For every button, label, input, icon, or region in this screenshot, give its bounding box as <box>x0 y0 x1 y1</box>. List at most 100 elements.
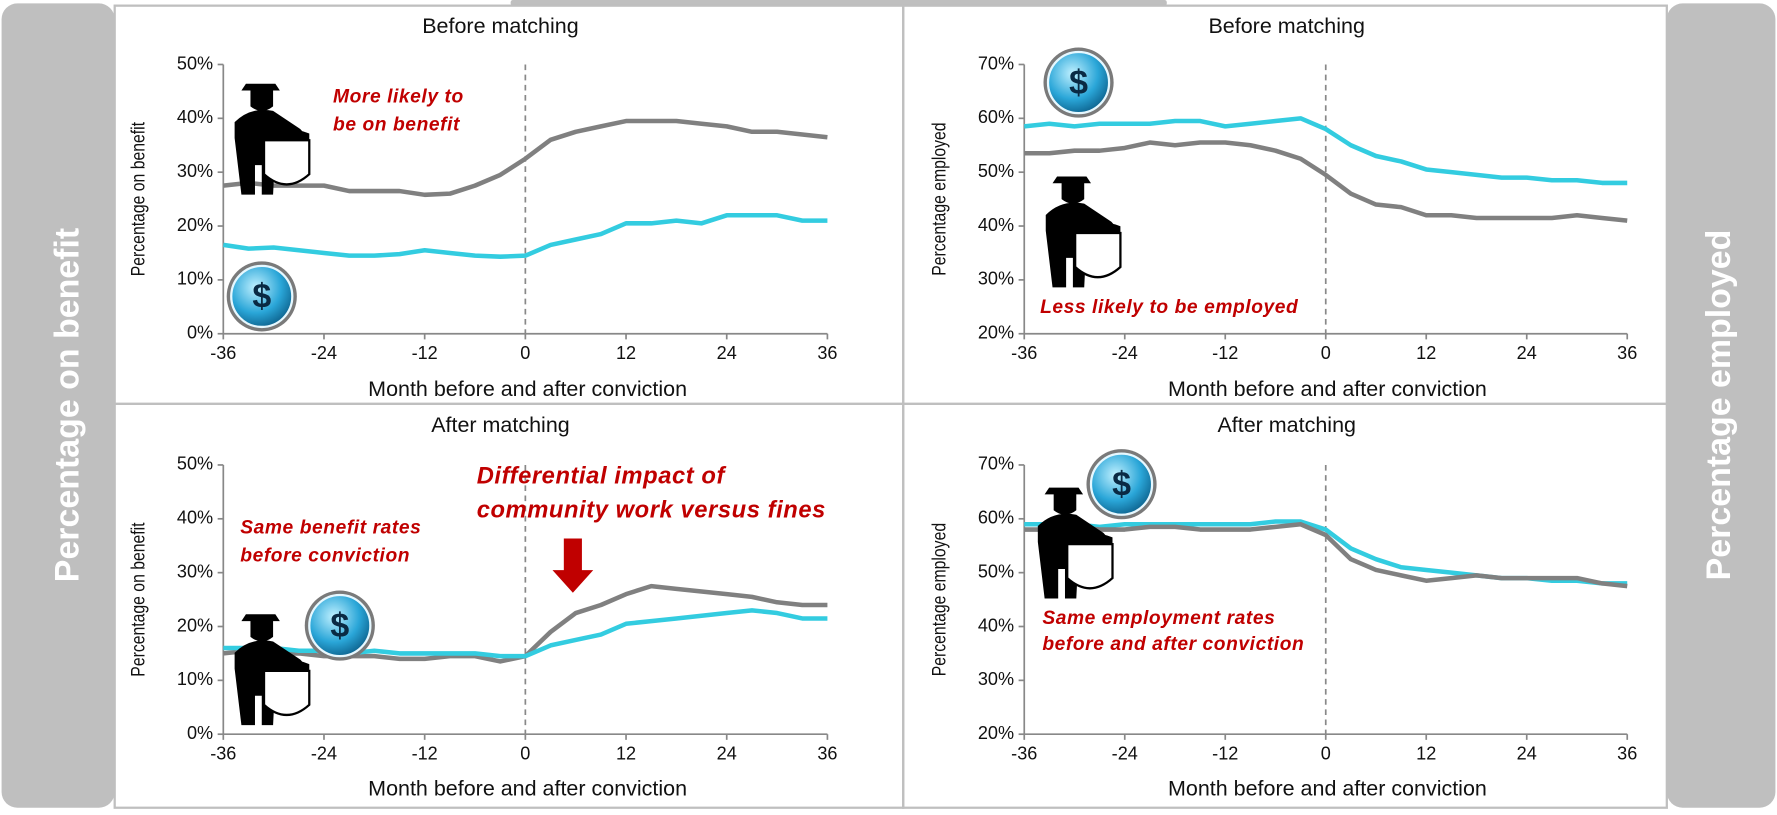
x-tick-label: 24 <box>717 743 737 763</box>
annotation: before conviction <box>240 546 410 567</box>
red-arrow <box>552 538 594 593</box>
x-tick-label: -12 <box>412 343 438 363</box>
y-tick-label: 50% <box>978 561 1014 581</box>
x-axis-label: Month before and after conviction <box>1168 776 1487 800</box>
x-tick-label: 0 <box>520 343 530 363</box>
y-tick-label: 50% <box>177 53 213 73</box>
y-tick-label: 20% <box>177 615 213 635</box>
y-tick-label: 10% <box>177 669 213 689</box>
x-tick-label: 36 <box>1617 343 1637 363</box>
dollar-symbol: $ <box>1069 64 1088 102</box>
annotation: before and after conviction <box>1042 634 1304 655</box>
y-tick-label: 0% <box>187 323 213 343</box>
x-tick-label: -36 <box>210 343 236 363</box>
y-axis-label: Percentage on benefit <box>127 522 149 676</box>
data-line <box>222 213 828 259</box>
y-tick-label: 70% <box>978 53 1014 73</box>
y-tick-label: 20% <box>177 215 213 235</box>
y-tick-label: 70% <box>978 454 1014 474</box>
police-icon-bag-top <box>1075 221 1121 234</box>
y-tick-label: 30% <box>978 269 1014 289</box>
x-tick-label: -24 <box>1112 343 1138 363</box>
y-tick-label: 50% <box>177 454 213 474</box>
police-icon <box>1037 487 1114 599</box>
y-tick-label: 30% <box>978 669 1014 689</box>
x-tick-label: 36 <box>817 743 837 763</box>
data-line <box>1024 140 1628 223</box>
dollar-coin <box>230 264 294 329</box>
police-icon-bag <box>262 669 311 717</box>
dollar-symbol: $ <box>1112 465 1131 503</box>
police-icon <box>234 83 311 195</box>
y-tick-label: 40% <box>177 508 213 528</box>
annotation: More likely to <box>333 86 464 107</box>
x-tick-label: 0 <box>1321 743 1331 763</box>
dollar-symbol: $ <box>252 278 271 316</box>
police-icon-bag <box>262 139 311 186</box>
y-tick-label: 10% <box>177 269 213 289</box>
y-axis-label: Percentage employed <box>928 122 950 275</box>
x-axis-label: Month before and after conviction <box>368 776 687 800</box>
y-tick-label: 30% <box>177 161 213 181</box>
dollar-coin <box>1046 50 1111 115</box>
police-icon <box>1045 176 1122 288</box>
x-tick-label: -12 <box>412 743 438 763</box>
x-tick-label: -36 <box>1011 343 1037 363</box>
annotation: Same employment rates <box>1042 608 1275 629</box>
x-tick-label: -24 <box>311 343 337 363</box>
data-line <box>1024 116 1628 186</box>
x-tick-label: -24 <box>1112 743 1138 763</box>
x-tick-label: 36 <box>817 343 837 363</box>
x-tick-label: -12 <box>1212 743 1238 763</box>
police-icon-bag-top <box>1067 532 1113 545</box>
y-tick-label: 60% <box>978 107 1014 127</box>
police-icon-bag <box>1074 231 1122 279</box>
y-tick-label: 50% <box>978 161 1014 181</box>
y-tick-label: 30% <box>177 561 213 581</box>
police-icon-bag-top <box>264 659 310 671</box>
x-tick-label: -24 <box>311 743 337 763</box>
x-tick-label: 24 <box>1517 743 1537 763</box>
x-tick-label: 24 <box>717 343 737 363</box>
x-tick-label: -36 <box>1011 743 1037 763</box>
x-tick-label: 12 <box>616 343 636 363</box>
x-tick-label: 36 <box>1617 743 1637 763</box>
y-axis-label: Percentage employed <box>928 523 950 676</box>
annotation: Differential impact of <box>477 463 727 490</box>
dollar-coin <box>1089 452 1154 516</box>
x-tick-label: -12 <box>1212 343 1238 363</box>
annotation: be on benefit <box>333 115 461 136</box>
x-axis-label: Month before and after conviction <box>368 377 687 401</box>
x-tick-label: 12 <box>1416 743 1436 763</box>
side-label: Percentage employed <box>1700 230 1738 581</box>
police-icon-bag-top <box>264 128 310 141</box>
annotation: community work versus fines <box>477 497 826 524</box>
right-side-panel <box>1666 3 1776 808</box>
x-tick-label: 24 <box>1517 343 1537 363</box>
x-tick-label: 12 <box>616 743 636 763</box>
panel-frame <box>902 402 1668 809</box>
data-line <box>1024 521 1628 589</box>
y-tick-label: 60% <box>978 508 1014 528</box>
x-tick-label: 0 <box>520 743 530 763</box>
police-icon-bag <box>1066 543 1114 590</box>
x-tick-label: -36 <box>210 743 236 763</box>
y-tick-label: 40% <box>978 215 1014 235</box>
chart-title: After matching <box>431 413 570 437</box>
y-tick-label: 0% <box>187 723 213 743</box>
x-tick-label: 12 <box>1416 343 1436 363</box>
y-tick-label: 40% <box>978 615 1014 635</box>
dollar-coin <box>308 593 372 658</box>
x-tick-label: 0 <box>1321 343 1331 363</box>
annotation: Less likely to be employed <box>1040 297 1299 318</box>
annotation: Same benefit rates <box>240 517 421 538</box>
chart-title: Before matching <box>1208 14 1364 38</box>
x-axis-label: Month before and after conviction <box>1168 377 1487 401</box>
y-tick-label: 20% <box>978 723 1014 743</box>
left-side-panel <box>1 3 115 808</box>
y-tick-label: 20% <box>978 323 1014 343</box>
chart-title: Before matching <box>422 14 578 38</box>
side-label: Percentage on benefit <box>48 228 86 582</box>
